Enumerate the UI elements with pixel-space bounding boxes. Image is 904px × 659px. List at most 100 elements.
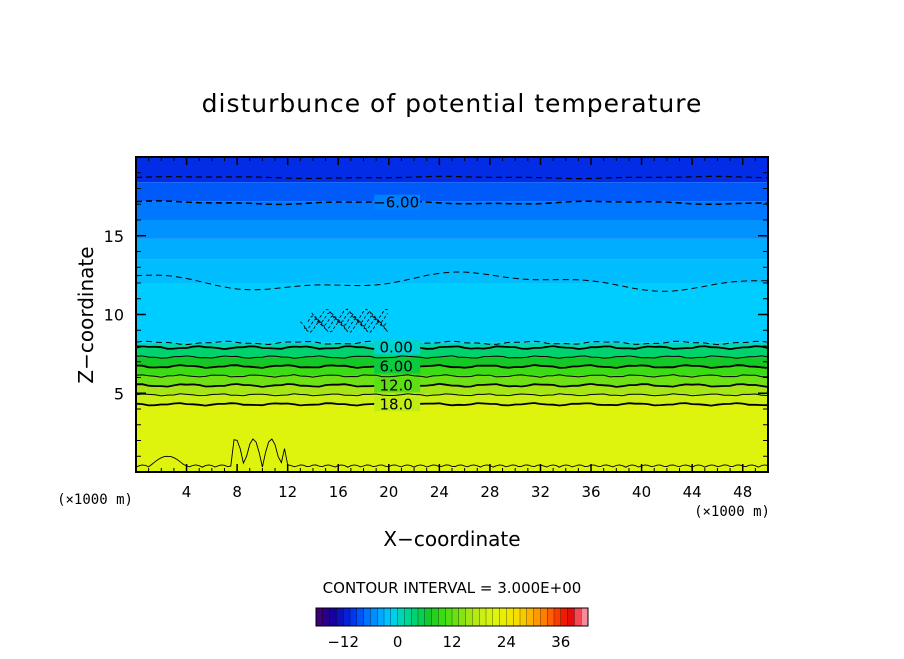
- colorbar-cell: [343, 607, 351, 627]
- colorbar-cell: [472, 607, 480, 627]
- colorbar-tick-label: 12: [442, 633, 461, 651]
- colorbar-tick-label: −12: [327, 633, 359, 651]
- colorbar-cell: [519, 607, 528, 627]
- contour-line: [136, 200, 768, 206]
- contour-line: [136, 345, 768, 351]
- contour-line: [136, 271, 768, 292]
- colorbar-cell: [499, 607, 507, 627]
- colorbar-cell: [411, 607, 419, 627]
- contour-band: [136, 238, 768, 260]
- contour-label-bg: [374, 339, 421, 355]
- contour-band: [136, 342, 768, 348]
- colorbar-cell: [513, 607, 521, 627]
- colorbar-tick-label: 0: [393, 633, 403, 651]
- x-tick-label: 24: [430, 483, 449, 501]
- colorbar-cell: [526, 607, 535, 627]
- contour-line: [311, 311, 388, 324]
- colorbar-tick-label: 36: [551, 633, 570, 651]
- y-axis-ticks: 5 10 15: [104, 172, 768, 457]
- x-axis-ticks: 4 8 12 16 20 24 28 32 36 40 44 48: [148, 157, 756, 501]
- colorbar-tick-label: 24: [497, 633, 516, 651]
- x-tick-label: 16: [329, 483, 348, 501]
- colorbar-cell: [356, 607, 365, 627]
- contour-band: [136, 394, 768, 405]
- colorbar-cell: [445, 607, 453, 627]
- colorbar-cell: [451, 607, 460, 627]
- contour-line: [136, 393, 768, 397]
- contour-line: [136, 402, 768, 407]
- contour-band: [136, 182, 768, 202]
- chart-title: disturbunce of potential temperature: [202, 89, 703, 118]
- contour-band: [136, 283, 768, 343]
- contour-label: 18.0: [379, 395, 412, 413]
- colorbar-cell: [547, 607, 555, 627]
- colorbar-cell: [336, 607, 344, 627]
- y-axis-unit: (×1000 m): [57, 492, 133, 508]
- colorbar-cell: [485, 607, 494, 627]
- colorbar-cell: [431, 607, 439, 627]
- colorbar-cell: [370, 607, 378, 627]
- contour-lines: [136, 175, 768, 468]
- colorbar-cell: [417, 607, 426, 627]
- colorbar-cell: [397, 607, 405, 627]
- contour-label-bg: [374, 377, 421, 393]
- colorbar-cell: [506, 607, 514, 627]
- contour-label-bg: [374, 358, 421, 374]
- colorbar-cell: [390, 607, 399, 627]
- colorbar-cell: [377, 607, 385, 627]
- contour-line: [303, 317, 387, 331]
- x-tick-label: 8: [232, 483, 242, 501]
- contour-label: −6.00: [373, 194, 419, 212]
- contour-band: [136, 220, 768, 239]
- colorbar-cell: [567, 607, 575, 627]
- colorbar-cell: [560, 607, 569, 627]
- colorbar-cell: [363, 607, 371, 627]
- colorbar-cell: [465, 607, 473, 627]
- colorbar-frame: [315, 607, 589, 627]
- colorbar-cell: [315, 607, 324, 627]
- contour-fill: [136, 157, 768, 472]
- colorbar-cell: [438, 607, 446, 627]
- contour-label: 12.0: [379, 376, 412, 394]
- contour-band: [136, 385, 768, 395]
- x-tick-label: 32: [531, 483, 550, 501]
- contour-band: [136, 157, 768, 183]
- contour-band: [136, 366, 768, 376]
- x-tick-label: 28: [480, 483, 499, 501]
- colorbar-cell: [492, 607, 501, 627]
- y-tick-label: 5: [114, 384, 124, 403]
- x-tick-label: 12: [278, 483, 297, 501]
- x-tick-label: 48: [733, 483, 752, 501]
- colorbar-ticks: −12 0 12 24 36: [327, 633, 570, 651]
- colorbar-cell: [479, 607, 487, 627]
- y-tick-label: 15: [104, 227, 124, 246]
- contour-line: [136, 364, 768, 369]
- colorbar-cell: [383, 607, 392, 627]
- x-axis-label: X−coordinate: [383, 527, 520, 551]
- colorbar-cell: [404, 607, 412, 627]
- y-axis-label: Z−coordinate: [74, 246, 98, 383]
- x-tick-label: 44: [683, 483, 702, 501]
- x-tick-label: 36: [581, 483, 600, 501]
- contour-line: [136, 382, 768, 388]
- contour-line: [136, 374, 768, 378]
- contour-band: [136, 404, 768, 472]
- contour-line: [136, 438, 768, 468]
- contour-line: [136, 340, 768, 346]
- colorbar-cell: [349, 607, 358, 627]
- x-tick-label: 4: [182, 483, 192, 501]
- x-axis-unit: (×1000 m): [694, 504, 770, 520]
- colorbar-cell: [329, 607, 337, 627]
- contour-band: [136, 259, 768, 283]
- x-tick-label: 20: [379, 483, 398, 501]
- contour-label: 0.00: [379, 339, 412, 357]
- colorbar-cell: [533, 607, 541, 627]
- contour-line: [136, 355, 768, 359]
- contour-band: [136, 357, 768, 367]
- colorbar-cell: [574, 607, 582, 627]
- contour-line: [315, 308, 389, 321]
- y-tick-label: 10: [104, 306, 124, 325]
- contour-band: [136, 347, 768, 358]
- colorbar-cell: [424, 607, 433, 627]
